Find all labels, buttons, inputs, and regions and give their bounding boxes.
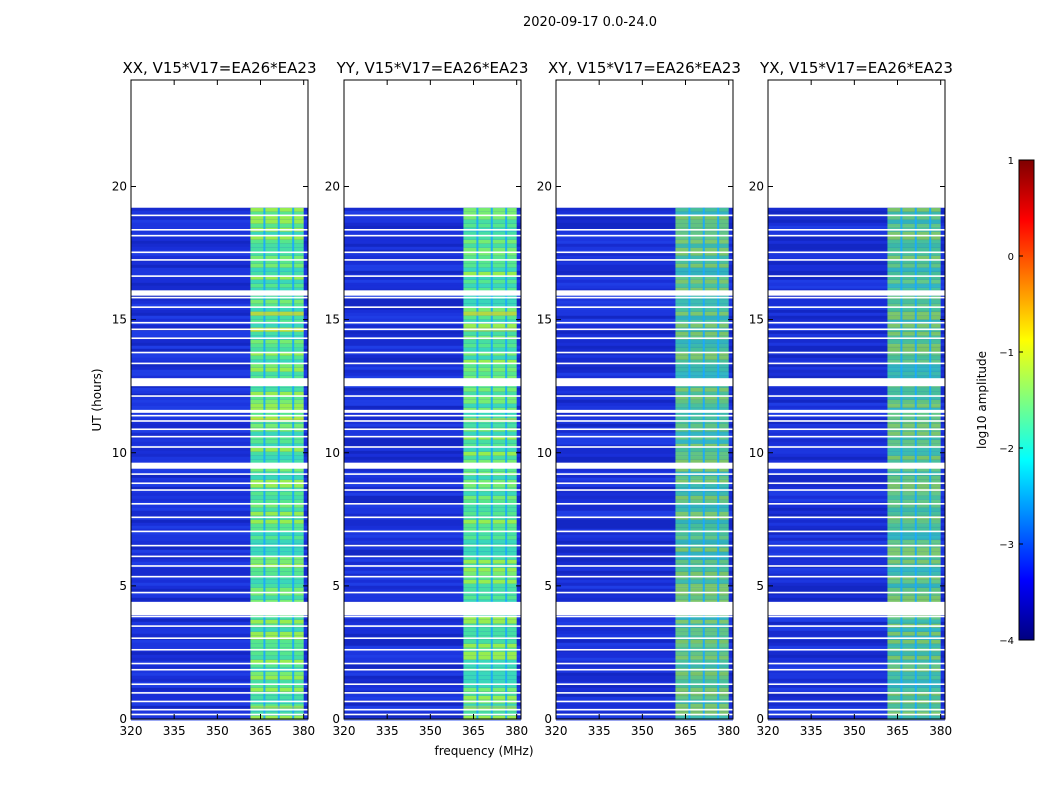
colorbar-tick-label: 1 [1008, 156, 1014, 167]
axes-frame [555, 79, 734, 720]
panel-yy: YY, V15*V17=EA26*EA23 320 335 350 365 380 0 5 10… [325, 59, 529, 738]
x-tick-label: 350 [419, 724, 442, 738]
figure-suptitle: 2020-09-17 0.0-24.0 [523, 15, 657, 30]
x-axis-label: frequency (MHz) [434, 744, 533, 758]
y-tick-label: 10 [112, 446, 127, 460]
x-tick-label: 365 [674, 724, 697, 738]
x-tick-label: 380 [717, 724, 740, 738]
y-tick-label: 0 [756, 712, 764, 726]
y-tick-label: 20 [325, 180, 340, 194]
y-tick-label: 5 [119, 579, 127, 593]
y-tick-label: 0 [119, 712, 127, 726]
colorbar-tick-label: −4 [999, 636, 1014, 647]
x-tick-label: 335 [163, 724, 186, 738]
y-tick-label: 15 [325, 313, 340, 327]
waterfall-data [556, 207, 733, 721]
panel-title: YY, V15*V17=EA26*EA23 [336, 59, 529, 77]
x-tick-label: 365 [249, 724, 272, 738]
x-tick-label: 335 [376, 724, 399, 738]
waterfall-data [131, 207, 308, 721]
y-tick-label: 10 [325, 446, 340, 460]
y-tick-label: 5 [756, 579, 764, 593]
panel-title: YX, V15*V17=EA26*EA23 [759, 59, 953, 77]
x-tick-label: 350 [206, 724, 229, 738]
x-tick-label: 320 [757, 724, 780, 738]
y-tick-label: 10 [749, 446, 764, 460]
x-tick-label: 365 [886, 724, 909, 738]
colorbar-label: log10 amplitude [975, 351, 989, 449]
panel-group: XX, V15*V17=EA26*EA23 320 335 350 365 380 0 5 10… [112, 59, 953, 738]
x-tick-label: 320 [120, 724, 143, 738]
colorbar: −4 −3 −2 −1 0 1 [999, 156, 1035, 647]
y-tick-label: 20 [749, 180, 764, 194]
colorbar-tick-label: −3 [999, 540, 1014, 551]
x-tick-label: 350 [631, 724, 654, 738]
axes-frame [767, 79, 946, 720]
axes-frame [343, 79, 522, 720]
y-tick-label: 15 [749, 313, 764, 327]
x-tick-label: 380 [929, 724, 952, 738]
y-tick-label: 20 [537, 180, 552, 194]
y-tick-label: 0 [332, 712, 340, 726]
x-tick-label: 350 [843, 724, 866, 738]
x-tick-label: 335 [800, 724, 823, 738]
y-tick-label: 15 [112, 313, 127, 327]
panel-xx: XX, V15*V17=EA26*EA23 320 335 350 365 380 0 5 10… [112, 59, 317, 738]
y-tick-label: 5 [544, 579, 552, 593]
panel-xy: XY, V15*V17=EA26*EA23 320 335 350 365 380 0 5 10… [537, 59, 741, 738]
x-tick-label: 320 [545, 724, 568, 738]
colorbar-tick-label: −2 [999, 444, 1014, 455]
waterfall-data [344, 207, 521, 721]
y-tick-label: 5 [332, 579, 340, 593]
colorbar-tick-label: −1 [999, 348, 1014, 359]
x-tick-label: 320 [333, 724, 356, 738]
x-tick-label: 365 [462, 724, 485, 738]
waterfall-data [768, 207, 945, 721]
y-tick-label: 10 [537, 446, 552, 460]
x-tick-label: 380 [292, 724, 315, 738]
x-tick-label: 335 [588, 724, 611, 738]
axes-frame [130, 79, 309, 720]
y-tick-label: 15 [537, 313, 552, 327]
x-tick-label: 380 [505, 724, 528, 738]
colorbar-tick-label: 0 [1008, 252, 1014, 263]
panel-title: XY, V15*V17=EA26*EA23 [548, 59, 741, 77]
y-axis-label: UT (hours) [90, 368, 104, 431]
panel-title: XX, V15*V17=EA26*EA23 [122, 59, 316, 77]
y-tick-label: 0 [544, 712, 552, 726]
y-tick-label: 20 [112, 180, 127, 194]
panel-yx: YX, V15*V17=EA26*EA23 320 335 350 365 380 0 5 10… [749, 59, 953, 738]
colorbar-bar [1018, 159, 1035, 641]
